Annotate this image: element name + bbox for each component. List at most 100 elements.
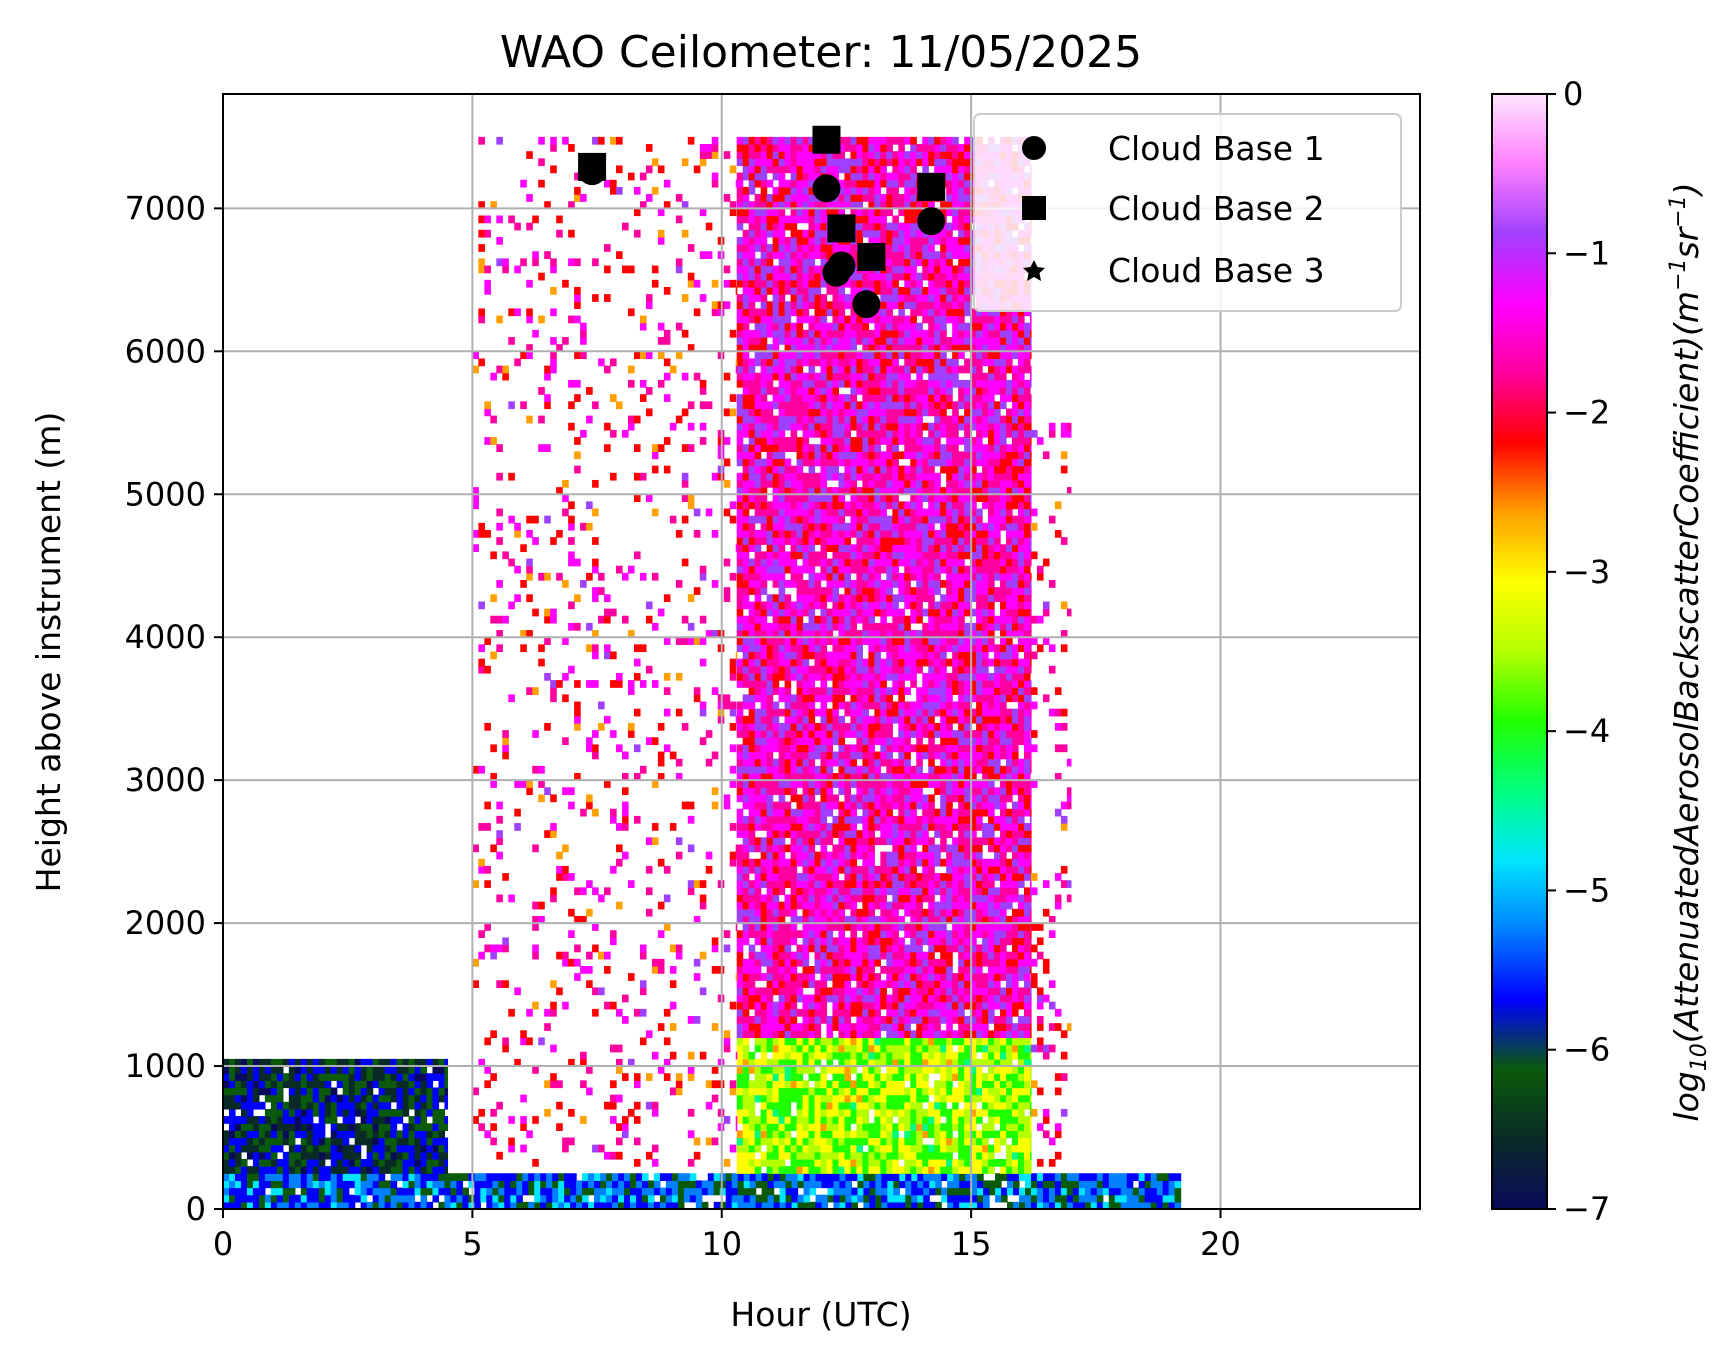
heatmap-cell xyxy=(850,873,858,881)
heatmap-cell xyxy=(778,980,786,989)
heatmap-cell xyxy=(778,808,786,817)
heatmap-cell xyxy=(742,358,750,367)
heatmap-cell xyxy=(838,1116,846,1124)
heatmap-cell xyxy=(796,1066,804,1074)
heatmap-cell xyxy=(862,930,869,938)
heatmap-cell xyxy=(808,479,816,488)
heatmap-cell xyxy=(844,1087,852,1096)
heatmap-cell xyxy=(838,1058,846,1067)
heatmap-cell xyxy=(832,587,840,595)
heatmap-cell xyxy=(874,737,881,746)
heatmap-cell xyxy=(390,1173,398,1182)
heatmap-cell xyxy=(832,308,840,317)
heatmap-cell xyxy=(760,308,768,317)
heatmap-cell xyxy=(240,1137,248,1146)
heatmap-cell xyxy=(414,1144,422,1153)
heatmap-cell xyxy=(778,858,786,867)
heatmap-cell xyxy=(736,1087,744,1096)
heatmap-cell xyxy=(766,251,774,259)
heatmap-cell xyxy=(862,701,869,710)
heatmap-cell xyxy=(862,494,869,503)
heatmap-cell xyxy=(952,1073,959,1081)
heatmap-cell xyxy=(850,915,858,924)
heatmap-cell xyxy=(736,379,744,388)
heatmap-cell xyxy=(862,1066,869,1074)
heatmap-cell xyxy=(802,1144,810,1153)
heatmap-cell xyxy=(868,651,875,660)
heatmap-cell xyxy=(760,923,768,931)
heatmap-cell xyxy=(354,1087,362,1096)
heatmap-cell xyxy=(886,1058,893,1067)
heatmap-cell xyxy=(790,694,798,703)
heatmap-cell xyxy=(778,301,786,310)
heatmap-cell xyxy=(784,458,792,467)
heatmap-cell xyxy=(234,1180,242,1189)
heatmap-cell xyxy=(372,1058,380,1067)
heatmap-cell xyxy=(766,529,774,538)
heatmap-cell xyxy=(958,1094,965,1103)
heatmap-cell xyxy=(796,1023,804,1031)
heatmap-cell xyxy=(582,1180,589,1189)
heatmap-cell xyxy=(832,501,840,510)
heatmap-cell xyxy=(402,1058,410,1067)
heatmap-cell xyxy=(965,1194,972,1203)
heatmap-cell xyxy=(772,858,780,867)
heatmap-cell xyxy=(982,1080,989,1089)
heatmap-cell xyxy=(772,715,780,724)
heatmap-cell xyxy=(760,622,768,631)
heatmap-cell xyxy=(808,558,816,567)
heatmap-cell xyxy=(760,858,768,867)
heatmap-cell xyxy=(760,551,768,560)
heatmap-cell xyxy=(612,1173,619,1182)
heatmap-cell xyxy=(760,737,768,746)
heatmap-cell xyxy=(282,1151,290,1160)
heatmap-cell xyxy=(748,522,756,531)
heatmap-cell xyxy=(432,1058,440,1067)
heatmap-cell xyxy=(983,1187,990,1196)
heatmap-cell xyxy=(802,994,810,1003)
heatmap-cell xyxy=(223,1144,230,1153)
heatmap-cell xyxy=(802,394,810,402)
heatmap-cell xyxy=(844,1144,852,1153)
heatmap-cell xyxy=(766,272,774,281)
heatmap-cell xyxy=(868,1137,875,1146)
heatmap-cell xyxy=(916,1066,923,1074)
heatmap-cell xyxy=(940,1144,947,1153)
heatmap-cell xyxy=(844,801,852,810)
heatmap-cell xyxy=(402,1158,410,1167)
heatmap-cell xyxy=(736,758,744,767)
heatmap-cell xyxy=(432,1180,440,1189)
heatmap-cell xyxy=(862,165,869,174)
heatmap-cell xyxy=(671,1194,679,1203)
heatmap-cell xyxy=(982,1044,989,1053)
heatmap-cell xyxy=(790,379,798,388)
heatmap-cell xyxy=(802,908,810,917)
heatmap-cell xyxy=(1006,1108,1013,1117)
heatmap-cell xyxy=(342,1173,350,1182)
heatmap-cell xyxy=(820,1094,828,1103)
heatmap-cell xyxy=(934,1116,941,1124)
heatmap-cell xyxy=(820,830,828,838)
heatmap-cell xyxy=(790,1008,798,1017)
heatmap-cell xyxy=(886,1073,893,1081)
heatmap-cell xyxy=(790,479,798,488)
heatmap-cell xyxy=(742,665,750,674)
heatmap-cell xyxy=(742,558,750,567)
heatmap-cell xyxy=(742,322,750,331)
heatmap-cell xyxy=(814,851,822,860)
heatmap-cell xyxy=(784,951,792,960)
heatmap-cell xyxy=(892,1094,899,1103)
heatmap-cell xyxy=(348,1151,356,1160)
heatmap-cell xyxy=(910,1123,917,1131)
heatmap-cell xyxy=(390,1116,398,1124)
heatmap-cell xyxy=(486,1173,493,1182)
heatmap-cell xyxy=(868,965,875,974)
heatmap-cell xyxy=(892,1151,899,1160)
heatmap-cell xyxy=(844,844,852,853)
heatmap-cell xyxy=(874,958,881,967)
heatmap-cell xyxy=(850,208,858,217)
heatmap-cell xyxy=(742,658,750,667)
heatmap-cell xyxy=(766,322,774,331)
heatmap-cell xyxy=(754,215,762,224)
heatmap-cell xyxy=(665,1201,673,1209)
